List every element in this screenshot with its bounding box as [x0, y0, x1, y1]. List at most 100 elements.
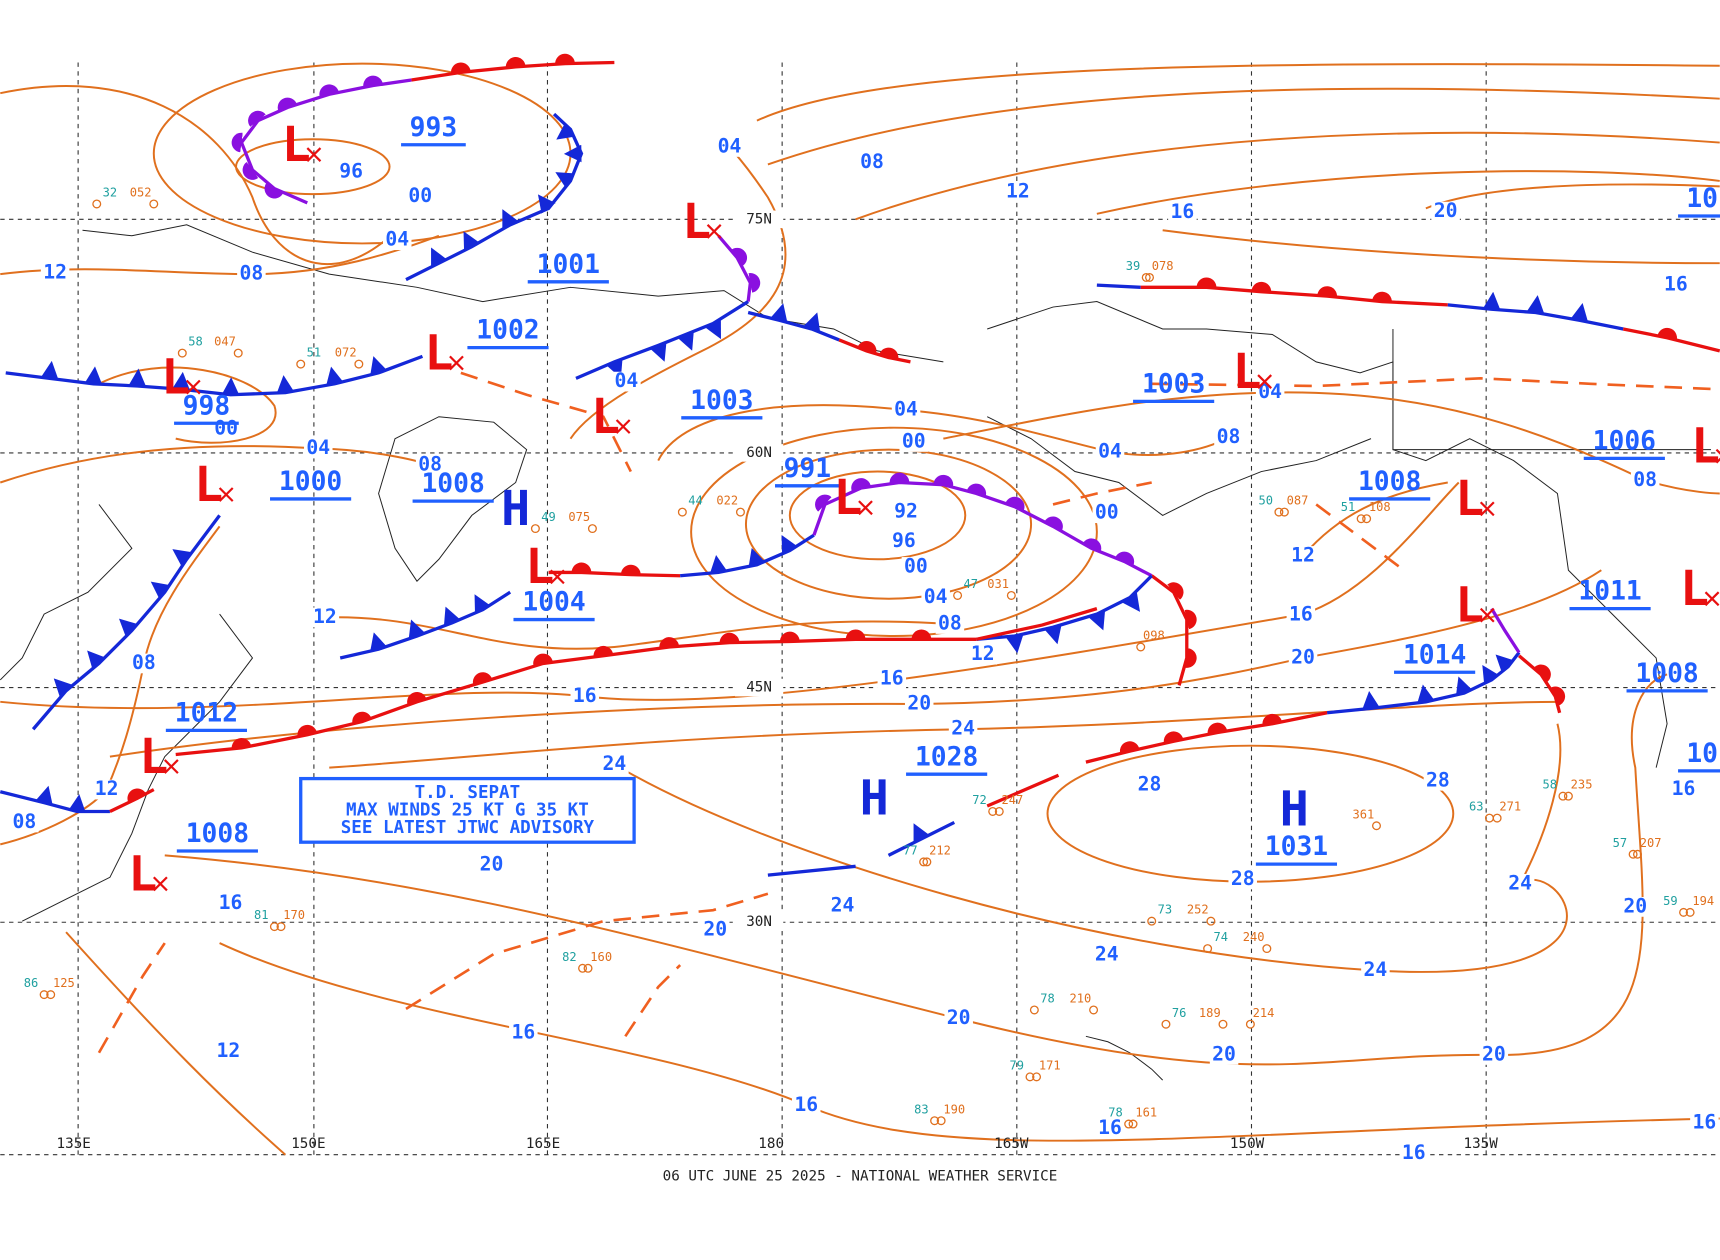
isobar-label-bg [1423, 770, 1453, 791]
pressure-center: L [139, 729, 168, 785]
lon-label: 135E [57, 1136, 91, 1152]
station-value: 189 [1199, 1006, 1221, 1020]
station-value: 194 [1692, 894, 1714, 908]
isobar-label: 16 [1672, 777, 1696, 800]
station-dot [1136, 642, 1146, 652]
station-dot [1203, 944, 1213, 954]
station-value: 212 [929, 843, 951, 857]
station-dot [1632, 849, 1642, 859]
station-dot [92, 199, 102, 209]
isobar-label: 20 [1212, 1042, 1236, 1065]
center-x [163, 759, 179, 774]
station-value: 210 [1070, 992, 1092, 1006]
isobar-label-bg [570, 686, 600, 707]
station-value: 78 [1108, 1106, 1123, 1120]
isobar-label: 08 [240, 262, 264, 285]
isobar-label-bg [792, 1095, 821, 1116]
fronts [0, 53, 1720, 1054]
station-dot [149, 199, 159, 209]
isobar-label-bg [237, 264, 266, 285]
isobar-label-bg [1286, 605, 1316, 626]
lat-label-bg [734, 444, 784, 462]
pressure-center: L [161, 350, 190, 406]
pressure-center: L [1680, 561, 1709, 617]
station-dot [936, 1116, 946, 1126]
isobar-label: 20 [1482, 1042, 1506, 1065]
isobar-label: 04 [718, 134, 742, 157]
station-dot [177, 348, 187, 358]
station-dot [1372, 821, 1381, 831]
isobar-label: 00 [902, 429, 926, 452]
station-dot [1147, 916, 1157, 926]
isobar-label: 28 [1138, 773, 1162, 796]
station-dot [269, 922, 279, 932]
isobar-label: 12 [95, 777, 119, 800]
station-dot [1558, 791, 1568, 801]
station-dot [930, 1116, 940, 1126]
isobar-label-bg [336, 162, 366, 183]
station-dot [530, 524, 540, 534]
station-value: 190 [943, 1102, 965, 1116]
center-x [1704, 591, 1720, 607]
pressure-center: L [1455, 471, 1484, 527]
station-value: 271 [1499, 800, 1521, 814]
isobar-label: 12 [216, 1039, 240, 1062]
pressure-label: 1028 [915, 742, 978, 772]
isobar-label: 16 [1664, 273, 1688, 296]
center-x [615, 419, 631, 434]
isobar-label: 20 [1623, 894, 1647, 917]
station-dot [1262, 944, 1272, 954]
station-value: 160 [590, 950, 612, 964]
station-value: 031 [987, 577, 1009, 591]
pressure-label: 1000 [279, 467, 342, 497]
isobar-label-bg [406, 186, 435, 207]
station-dot [578, 963, 588, 973]
isobar-label: 08 [13, 810, 37, 833]
station-dot [39, 990, 49, 1000]
station-value: 170 [283, 908, 305, 922]
station-value: 63 [1469, 800, 1484, 814]
station-dot [677, 507, 687, 517]
lon-label: 165W [994, 1136, 1029, 1152]
pressure-label: 998 [183, 391, 231, 421]
station-value: 51 [1341, 500, 1356, 514]
isobar-label: 04 [615, 369, 639, 392]
isobar-label-bg [1092, 503, 1121, 524]
isobar-label-bg [715, 137, 744, 157]
pressure-center: L [128, 846, 157, 902]
lat-label: 75N [746, 211, 772, 227]
isobar-label-bg [10, 812, 39, 833]
isobar-label: 20 [907, 692, 931, 715]
station-value: 78 [1040, 992, 1055, 1006]
pressure-center: L [591, 389, 620, 445]
isobar-label-bg [891, 400, 921, 420]
isobar-label-bg [921, 587, 950, 608]
isobar-label-bg [889, 531, 919, 552]
station-dot [1218, 1019, 1228, 1029]
isobar-label: 08 [418, 452, 442, 475]
pressure-label: 1014 [1403, 640, 1466, 670]
isobar-label: 16 [219, 891, 243, 914]
isobar-label: 16 [1098, 1116, 1122, 1139]
isobar-label: 04 [1098, 439, 1122, 462]
station-value: 087 [1287, 494, 1309, 508]
station-value: 125 [53, 976, 75, 990]
isobar-label: 16 [1289, 603, 1313, 626]
isobar-label: 16 [794, 1093, 818, 1116]
station-value: 252 [1187, 903, 1209, 917]
isobar-label-bg [828, 895, 857, 916]
station-value: 44 [688, 494, 703, 508]
isobar-label-bg [1431, 201, 1460, 222]
station-value: 361 [1352, 807, 1374, 821]
station-value: 047 [214, 335, 236, 349]
isobar-label: 08 [860, 150, 884, 173]
station-value: 39 [1126, 259, 1141, 273]
center-x [449, 355, 464, 371]
isobar-label-bg [1288, 648, 1318, 668]
isobar-label: 16 [1171, 200, 1195, 223]
isobar-label-bg [1361, 960, 1390, 981]
lon-label: 180 [758, 1136, 784, 1152]
advisory-line: T.D. SEPAT [415, 783, 521, 803]
station-value: 58 [188, 335, 203, 349]
